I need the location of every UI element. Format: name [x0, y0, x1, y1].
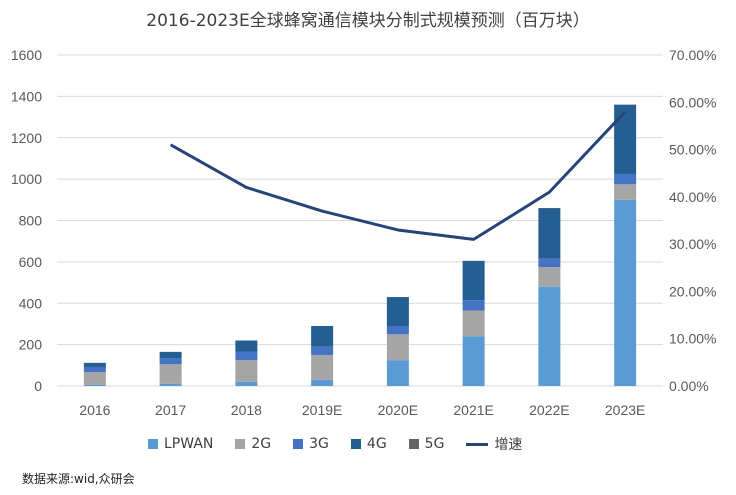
- y-tick-label: 1600: [11, 47, 42, 63]
- y-tick-label: 0: [34, 378, 42, 394]
- x-tick-label: 2020E: [378, 402, 418, 418]
- y-tick-label: 1400: [11, 88, 42, 104]
- legend-label-lpwan: LPWAN: [164, 436, 214, 452]
- bar-lpwan-2018: [235, 381, 258, 386]
- legend-label-2g: 2G: [251, 436, 272, 452]
- bar-lpwan-2017: [159, 383, 182, 386]
- chart-plot: 0 200 400 600 800 1000 1200 1400 1600 0.00% 10.00…: [11, 47, 717, 418]
- legend-item-2g: 2G: [235, 436, 271, 452]
- bar-3g-2019E: [311, 346, 334, 355]
- bar-2g-2022E: [538, 267, 561, 287]
- bar-3g-2018: [235, 351, 258, 361]
- bar-4g-2018: [235, 340, 258, 352]
- legend-line-growth: [466, 442, 489, 446]
- legend-item-growth: 增速: [466, 434, 522, 454]
- bar-3g-2016: [83, 366, 106, 373]
- bar-4g-2019E: [311, 326, 334, 347]
- y-tick-label: 600: [19, 254, 43, 270]
- bar-2g-2016: [83, 372, 106, 385]
- y2-tick-label: 70.00%: [669, 47, 716, 63]
- y2-tick-label: 60.00%: [669, 94, 716, 110]
- bar-lpwan-2016: [83, 384, 106, 386]
- y2-tick-label: 30.00%: [669, 236, 716, 252]
- legend-item-4g: 4G: [350, 436, 387, 452]
- bar-lpwan-2021E: [462, 336, 485, 386]
- y2-tick-label: 0.00%: [669, 378, 709, 394]
- bar-4g-2022E: [538, 208, 561, 259]
- source-note: 数据来源:wid,众研会: [22, 472, 135, 486]
- legend-item-3g: 3G: [293, 436, 329, 452]
- legend-swatch-4g: [350, 439, 361, 449]
- bar-lpwan-2022E: [538, 286, 561, 386]
- legend-item-lpwan: LPWAN: [148, 436, 213, 452]
- legend-label-3g: 3G: [309, 436, 329, 452]
- x-tick-label: 2019E: [302, 402, 342, 418]
- legend-swatch-5g: [408, 439, 419, 449]
- bar-2g-2018: [235, 360, 258, 382]
- legend-swatch-2g: [235, 439, 246, 449]
- x-tick-label: 2021E: [453, 402, 493, 418]
- bar-2g-2023E: [614, 184, 637, 200]
- y-tick-label: 1000: [11, 171, 42, 187]
- x-tick-label: 2022E: [529, 402, 569, 418]
- legend-label-growth: 增速: [494, 437, 523, 453]
- bar-4g-2020E: [386, 297, 409, 327]
- bar-3g-2017: [159, 358, 182, 365]
- bar-4g-2017: [159, 351, 182, 359]
- bar-2g-2020E: [386, 334, 409, 361]
- bar-lpwan-2019E: [311, 379, 334, 386]
- y-tick-label: 400: [19, 295, 43, 311]
- bar-3g-2023E: [614, 173, 637, 185]
- bar-2g-2017: [159, 364, 182, 384]
- legend-label-4g: 4G: [366, 436, 387, 452]
- legend-item-5g: 5G: [408, 436, 445, 452]
- legend: LPWAN 2G 3G 4G 5G 增速: [148, 434, 522, 454]
- y2-tick-label: 40.00%: [669, 189, 716, 205]
- bar-3g-2022E: [538, 258, 561, 268]
- bar-2g-2019E: [311, 354, 334, 380]
- bar-lpwan-2020E: [386, 360, 409, 386]
- y2-tick-label: 10.00%: [669, 331, 716, 347]
- x-tick-label: 2018: [231, 402, 262, 418]
- legend-swatch-lpwan: [148, 439, 158, 449]
- bar-2g-2021E: [462, 310, 485, 337]
- bar-4g-2023E: [614, 104, 637, 174]
- x-tick-label: 2023E: [605, 402, 645, 418]
- bar-lpwan-2023E: [614, 199, 637, 386]
- x-tick-label: 2016: [79, 402, 110, 418]
- legend-swatch-3g: [293, 439, 304, 449]
- bar-3g-2020E: [386, 326, 409, 335]
- y-tick-label: 200: [19, 337, 43, 353]
- bar-3g-2021E: [462, 300, 485, 311]
- bar-4g-2021E: [462, 260, 485, 301]
- bar-4g-2016: [83, 362, 106, 367]
- y2-tick-label: 20.00%: [669, 283, 716, 299]
- y-tick-label: 1200: [11, 130, 42, 146]
- legend-label-5g: 5G: [424, 436, 445, 452]
- chart-title: 2016-2023E全球蜂窝通信模块分制式规模预测（百万块）: [146, 11, 590, 31]
- y2-tick-label: 50.00%: [669, 142, 716, 158]
- y-tick-label: 800: [19, 213, 43, 229]
- x-tick-label: 2017: [155, 402, 186, 418]
